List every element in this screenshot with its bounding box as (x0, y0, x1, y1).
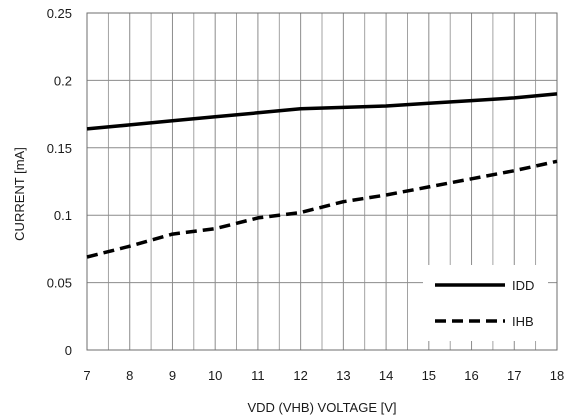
plot-area-border (86, 12, 558, 351)
y-tick-label: 0.05 (47, 276, 72, 291)
x-tick-label: 7 (83, 368, 90, 383)
x-tick-label: 11 (251, 368, 265, 383)
series-line-idd (86, 92, 558, 131)
legend-label-idd: IDD (512, 278, 534, 293)
legend-background (423, 265, 548, 341)
x-tick-label: 14 (379, 368, 393, 383)
y-tick-label: 0.15 (47, 141, 72, 156)
x-tick-label: 10 (208, 368, 222, 383)
x-tick-label: 9 (169, 368, 176, 383)
y-axis-tick-labels: 0 0.05 0.1 0.15 0.2 0.25 (47, 6, 72, 358)
x-tick-label: 12 (293, 368, 307, 383)
y-tick-label: 0 (65, 343, 72, 358)
x-tick-label: 17 (507, 368, 521, 383)
x-axis-tick-labels: 7 8 9 10 11 12 13 14 15 16 17 18 (83, 368, 564, 383)
y-tick-label: 0.1 (54, 208, 72, 223)
x-tick-label: 8 (126, 368, 133, 383)
series-layer (86, 92, 558, 259)
series-line-ihb (86, 159, 558, 259)
y-tick-label: 0.2 (54, 73, 72, 88)
legend: IDD IHB (423, 265, 548, 341)
x-tick-label: 15 (422, 368, 436, 383)
y-axis-title: CURRENT [mA] (12, 147, 27, 241)
x-tick-label: 18 (550, 368, 564, 383)
y-tick-label: 0.25 (47, 6, 72, 21)
x-tick-label: 13 (336, 368, 350, 383)
plot-frame (86, 12, 558, 351)
legend-label-ihb: IHB (512, 314, 534, 329)
x-axis-title: VDD (VHB) VOLTAGE [V] (247, 400, 396, 415)
x-tick-label: 16 (464, 368, 478, 383)
